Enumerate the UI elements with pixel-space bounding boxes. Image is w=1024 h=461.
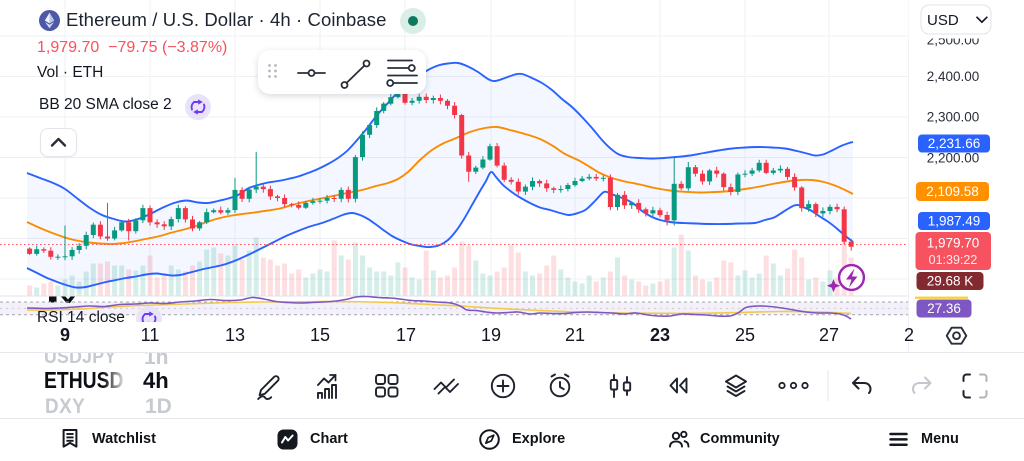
svg-text:15: 15	[310, 325, 330, 345]
svg-text:USD: USD	[927, 12, 959, 29]
svg-text:1,979.70: 1,979.70	[927, 236, 980, 251]
svg-text:1,987.49: 1,987.49	[928, 214, 981, 229]
svg-text:27.36: 27.36	[927, 301, 961, 316]
svg-text:9: 9	[60, 325, 70, 345]
svg-text:17: 17	[396, 325, 416, 345]
svg-text:25: 25	[735, 325, 755, 345]
svg-text:21: 21	[565, 325, 585, 345]
svg-text:23: 23	[650, 325, 670, 345]
svg-text:19: 19	[481, 325, 501, 345]
svg-text:29.68 K: 29.68 K	[927, 274, 974, 289]
svg-text:2,231.66: 2,231.66	[928, 136, 981, 151]
svg-text:01:39:22: 01:39:22	[929, 253, 978, 267]
svg-text:13: 13	[225, 325, 245, 345]
svg-text:2,300.00: 2,300.00	[927, 110, 980, 125]
svg-text:27: 27	[819, 325, 839, 345]
svg-text:11: 11	[141, 325, 160, 345]
svg-text:2: 2	[904, 325, 914, 345]
svg-text:2,400.00: 2,400.00	[927, 69, 980, 84]
svg-text:2,109.58: 2,109.58	[926, 184, 979, 199]
svg-text:2,200.00: 2,200.00	[927, 151, 980, 166]
